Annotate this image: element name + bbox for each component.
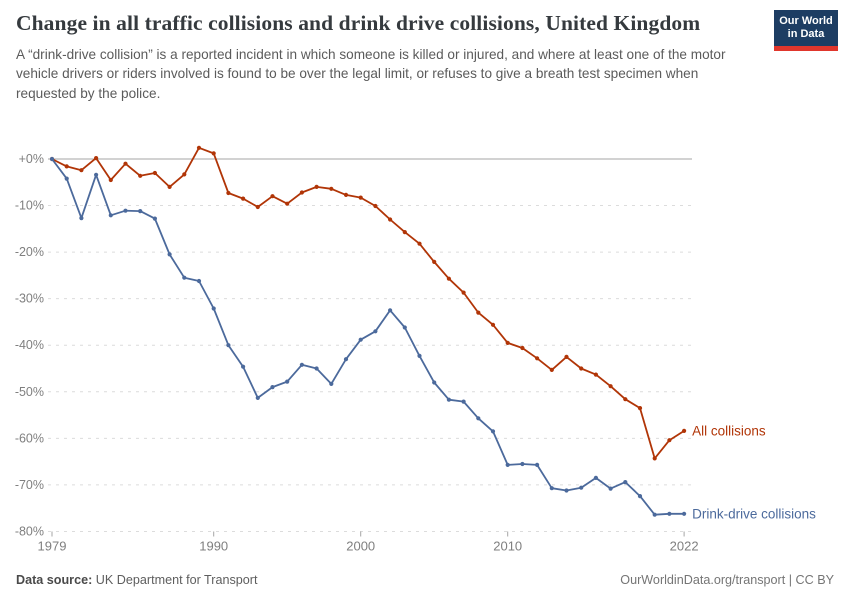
chart-area: +0% -10% -20% -30% -40% -50% -60% -70% -80% 1979 1… — [0, 138, 850, 553]
svg-text:2010: 2010 — [493, 538, 522, 552]
svg-text:1990: 1990 — [199, 538, 228, 552]
series-label-all-collisions: All collisions — [692, 423, 766, 438]
gridlines — [48, 158, 692, 532]
svg-text:-80%: -80% — [15, 524, 44, 538]
svg-text:-70%: -70% — [15, 478, 44, 492]
series-all-collisions[interactable]: All collisions — [49, 145, 766, 461]
svg-text:2000: 2000 — [346, 538, 375, 552]
svg-text:-20%: -20% — [15, 245, 44, 259]
svg-text:-60%: -60% — [15, 431, 44, 445]
owid-logo-line1: Our World — [779, 15, 833, 28]
svg-text:-50%: -50% — [15, 385, 44, 399]
svg-text:-10%: -10% — [15, 199, 44, 213]
owid-logo-line2: in Data — [787, 28, 825, 40]
chart-subtitle: A “drink-drive collision” is a reported … — [16, 46, 726, 101]
svg-text:+0%: +0% — [19, 152, 44, 166]
chart-footer: Data source: UK Department for Transport… — [16, 573, 834, 587]
svg-text:-30%: -30% — [15, 292, 44, 306]
page-title: Change in all traffic collisions and dri… — [16, 11, 701, 35]
series-label-drink-drive-collisions: Drink-drive collisions — [692, 506, 816, 521]
x-axis-labels: 1979 1990 2000 2010 2022 — [38, 531, 699, 553]
line-chart[interactable]: +0%-10%-20%-30%-40%-50%-60%-70%-80%1979 1… — [0, 138, 850, 553]
owid-logo: Our World in Data — [774, 10, 838, 51]
series-drink-drive-collisions[interactable]: Drink-drive collisions — [49, 156, 816, 521]
svg-text:2022: 2022 — [670, 538, 699, 552]
svg-text:1979: 1979 — [38, 538, 67, 552]
chart-header: Change in all traffic collisions and dri… — [16, 10, 756, 104]
owid-logo-stripe — [774, 46, 838, 51]
y-axis-labels: +0% -10% -20% -30% -40% -50% -60% -70% -80% — [15, 152, 44, 538]
svg-text:-40%: -40% — [15, 338, 44, 352]
data-source-value: UK Department for Transport — [92, 573, 258, 587]
data-source: Data source: UK Department for Transport — [16, 573, 257, 587]
credit-line: OurWorldinData.org/transport | CC BY — [620, 573, 834, 587]
data-source-label: Data source: — [16, 573, 93, 587]
